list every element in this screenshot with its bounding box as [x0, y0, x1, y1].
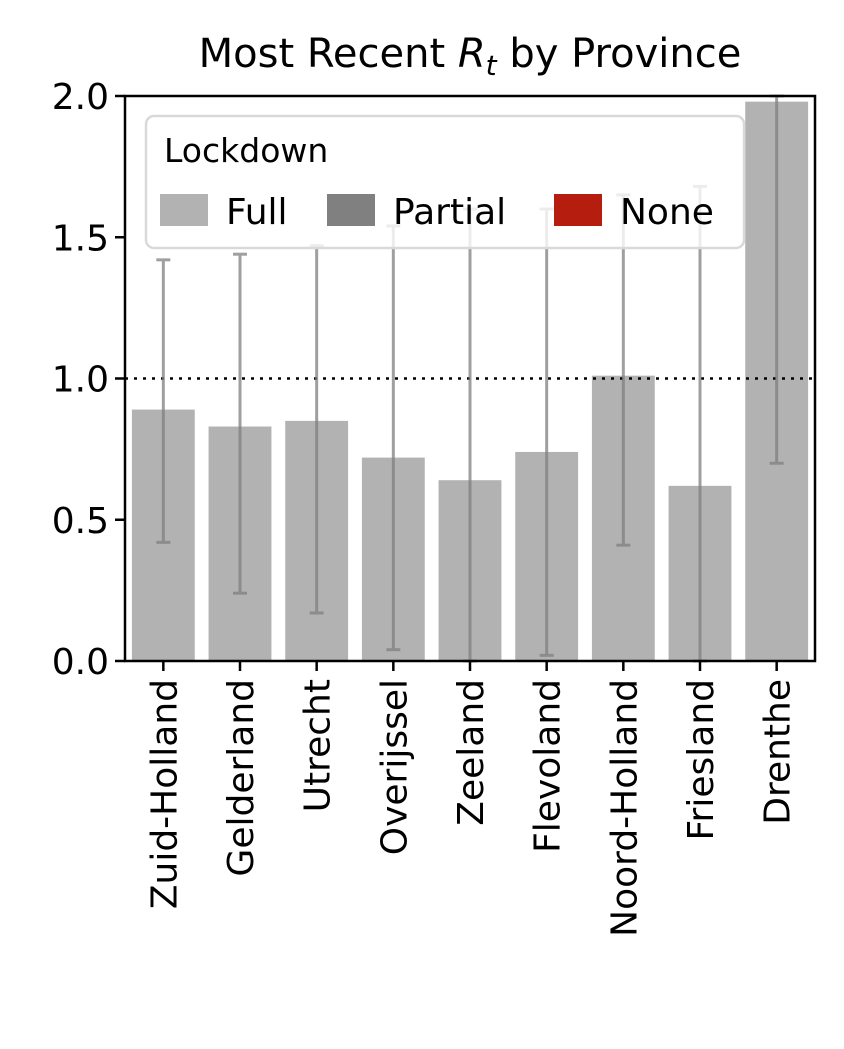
legend-swatch-full [160, 194, 208, 226]
error-bar-zuid-holland [156, 258, 171, 544]
y-tick-label: 1.5 [52, 218, 109, 259]
legend: Lockdown Full Partial None [144, 114, 746, 250]
legend-swatch-none [554, 194, 602, 226]
y-tick-label: 0.0 [52, 642, 109, 683]
x-tick-label: Zeeland [451, 679, 492, 826]
legend-swatch-partial [327, 194, 375, 226]
x-tick-label: Noord-Holland [604, 679, 645, 937]
y-tick-label: 2.0 [52, 77, 109, 118]
axes: 0.0 0.5 1.0 1.5 2.0 Zuid-Holland Gelderland Utr… [52, 77, 817, 937]
x-tick-label: Utrecht [298, 679, 339, 812]
x-tick-label: Drenthe [758, 679, 799, 825]
x-tick-label: Friesland [681, 679, 722, 841]
chart-title: Most Recent Rt by Province [199, 31, 742, 82]
x-tick-label: Overijssel [374, 679, 415, 855]
x-tick-label: Flevoland [528, 679, 569, 853]
legend-label-none: None [620, 192, 714, 233]
y-tick-label: 0.5 [52, 501, 109, 542]
legend-title: Lockdown [164, 131, 328, 170]
y-tick-label: 1.0 [52, 360, 109, 401]
x-tick-label: Gelderland [221, 679, 262, 877]
legend-label-full: Full [226, 192, 288, 233]
error-bar-gelderland [233, 252, 247, 595]
legend-label-partial: Partial [393, 192, 506, 233]
x-tick-label: Zuid-Holland [144, 679, 185, 909]
